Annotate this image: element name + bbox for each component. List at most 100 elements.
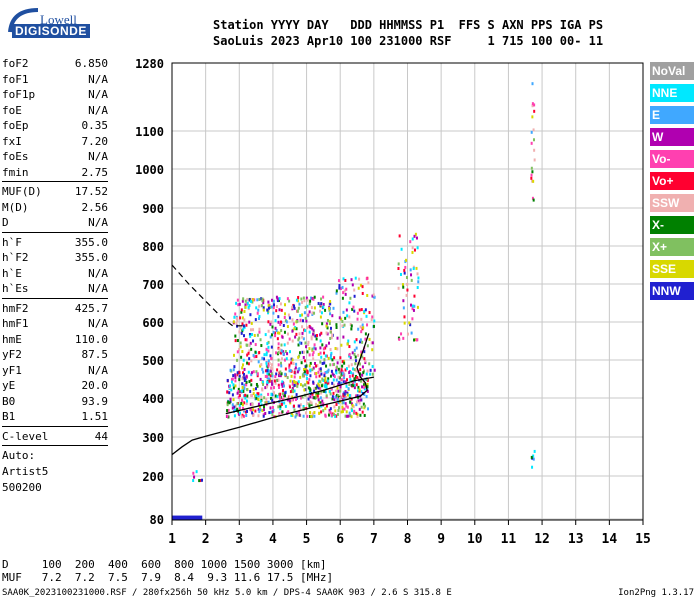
echo-point	[348, 345, 351, 349]
echo-point	[354, 362, 357, 366]
echo-point	[231, 406, 234, 410]
echo-point	[306, 304, 309, 308]
echo-point	[363, 387, 366, 391]
echo-point	[532, 128, 535, 132]
echo-point	[320, 311, 323, 315]
digisonde-logo-icon	[8, 8, 39, 33]
param-name: fmin	[2, 165, 29, 179]
echo-point	[290, 374, 293, 378]
echo-point	[277, 351, 280, 355]
echo-point	[291, 329, 294, 333]
echo-point	[297, 296, 300, 300]
echo-point	[236, 407, 239, 411]
echo-point	[361, 410, 364, 414]
echo-point	[288, 395, 291, 399]
echo-point	[343, 361, 346, 365]
echo-point	[345, 404, 348, 408]
echo-point	[275, 295, 278, 299]
echo-point	[301, 325, 304, 329]
x-tick-label: 1	[168, 532, 176, 547]
echo-point	[402, 285, 405, 289]
param-row: foEp 0.35	[2, 118, 108, 134]
echo-point	[262, 301, 265, 305]
echo-point	[356, 317, 359, 321]
echo-point	[255, 306, 258, 310]
echo-point	[342, 394, 345, 398]
echo-point	[319, 360, 322, 364]
echo-point	[411, 304, 414, 308]
echo-point	[413, 294, 416, 298]
param-name: yE	[2, 379, 16, 392]
echo-point	[289, 390, 292, 394]
echo-point	[350, 327, 353, 331]
echo-point	[304, 388, 307, 392]
echo-point	[242, 358, 245, 362]
echo-point	[356, 394, 359, 398]
y-tick-label: 700	[142, 278, 164, 292]
echo-point	[297, 306, 300, 310]
echo-point	[278, 347, 281, 351]
echo-point	[274, 381, 277, 385]
echo-point	[235, 321, 238, 325]
legend-item-noval: NoVal	[650, 62, 694, 80]
echo-point	[306, 350, 309, 354]
echo-point	[353, 340, 356, 344]
echo-point	[266, 308, 269, 312]
echo-point	[367, 281, 370, 285]
echo-point	[252, 392, 255, 396]
echo-point	[262, 414, 265, 418]
echo-point	[354, 374, 357, 378]
echo-point	[302, 374, 305, 378]
echo-point	[359, 338, 362, 342]
echo-point	[233, 315, 236, 319]
echo-point	[329, 336, 332, 340]
echo-point	[305, 376, 308, 380]
echo-point	[270, 386, 273, 390]
echo-point	[314, 402, 317, 406]
echo-point	[315, 371, 318, 375]
echo-point	[397, 286, 400, 290]
echo-point	[272, 306, 275, 310]
echo-point	[243, 376, 246, 380]
echo-point	[282, 352, 285, 356]
echo-point	[317, 370, 320, 374]
echo-point	[282, 392, 285, 396]
echo-point	[255, 355, 258, 359]
echo-point	[358, 340, 361, 344]
echo-point	[313, 414, 316, 418]
param-name: B0	[2, 394, 16, 408]
echo-point	[292, 362, 295, 366]
echo-point	[288, 385, 291, 389]
echo-point	[250, 371, 253, 375]
echo-point	[282, 350, 285, 354]
echo-point	[279, 407, 282, 411]
echo-point	[340, 410, 343, 414]
echo-point	[274, 319, 277, 323]
echo-point	[335, 378, 338, 382]
echo-point	[322, 302, 325, 306]
echo-point	[307, 381, 310, 385]
echo-point	[318, 406, 321, 410]
param-value: N/A	[88, 216, 108, 229]
echo-point	[338, 370, 341, 374]
echo-point	[332, 383, 335, 387]
echo-point	[409, 268, 412, 272]
echo-point	[241, 322, 244, 326]
echo-point	[349, 378, 352, 382]
echo-point	[348, 382, 351, 386]
param-value: 7.20	[81, 134, 109, 148]
echo-point	[343, 323, 346, 327]
echo-point	[343, 407, 346, 411]
echo-point	[233, 365, 236, 369]
logo-digisonde: DIGISONDE	[12, 24, 90, 38]
echo-point	[248, 349, 251, 353]
echo-point	[334, 346, 337, 350]
echo-point	[351, 307, 354, 311]
echo-point	[313, 410, 316, 414]
echo-point	[340, 317, 343, 321]
echo-point	[319, 369, 322, 373]
echo-point	[243, 378, 246, 382]
echo-point	[267, 329, 270, 333]
echo-point	[337, 375, 340, 379]
echo-point	[237, 303, 240, 307]
